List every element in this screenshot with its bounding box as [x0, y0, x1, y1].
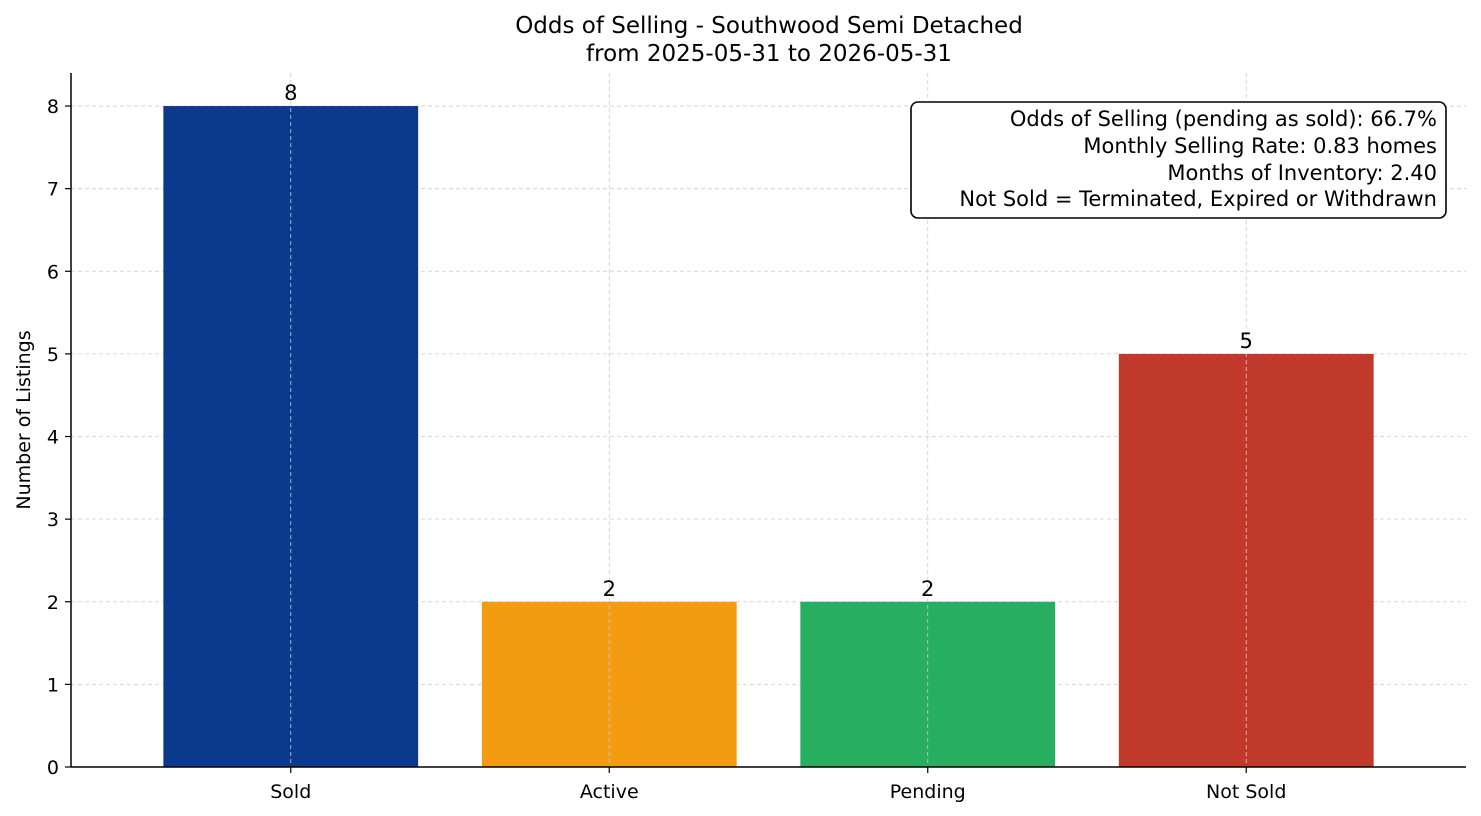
info-months-of-inventory: Months of Inventory: 2.40 [1167, 161, 1437, 185]
data-label: 2 [603, 577, 616, 601]
x-axis-ticks: Sold Active Pending Not Sold [270, 767, 1286, 803]
x-tick-label: Sold [270, 781, 311, 803]
x-tick-label: Pending [890, 781, 966, 803]
x-tick-label: Not Sold [1206, 781, 1286, 803]
chart-title: Odds of Selling - Southwood Semi Detache… [515, 13, 1023, 67]
data-label: 8 [284, 81, 297, 105]
chart-title-line-2: from 2025-05-31 to 2026-05-31 [586, 41, 952, 67]
info-odds-of-selling: Odds of Selling (pending as sold): 66.7% [1010, 107, 1437, 131]
info-not-sold-definition: Not Sold = Terminated, Expired or Withdr… [959, 187, 1437, 211]
y-axis-ticks: 0 1 2 3 4 5 6 7 8 [47, 96, 71, 779]
y-tick-label: 5 [47, 344, 59, 366]
info-box-frame [910, 101, 1447, 219]
data-label: 2 [921, 577, 934, 601]
data-labels: 8 2 2 5 [284, 81, 1253, 601]
data-label: 5 [1240, 329, 1253, 353]
y-tick-label: 4 [47, 427, 59, 449]
y-tick-label: 6 [47, 261, 59, 283]
y-tick-label: 0 [47, 757, 59, 779]
info-box: Odds of Selling (pending as sold): 66.7%… [910, 101, 1447, 219]
x-tick-label: Active [580, 781, 639, 803]
y-axis-label: Number of Listings [13, 330, 35, 509]
y-tick-label: 1 [47, 674, 59, 696]
y-tick-label: 2 [47, 592, 59, 614]
y-tick-label: 8 [47, 96, 59, 118]
chart-title-line-1: Odds of Selling - Southwood Semi Detache… [515, 13, 1023, 39]
y-tick-label: 7 [47, 179, 59, 201]
y-tick-label: 3 [47, 509, 59, 531]
bar-sold [163, 106, 419, 768]
info-monthly-selling-rate: Monthly Selling Rate: 0.83 homes [1083, 134, 1437, 158]
